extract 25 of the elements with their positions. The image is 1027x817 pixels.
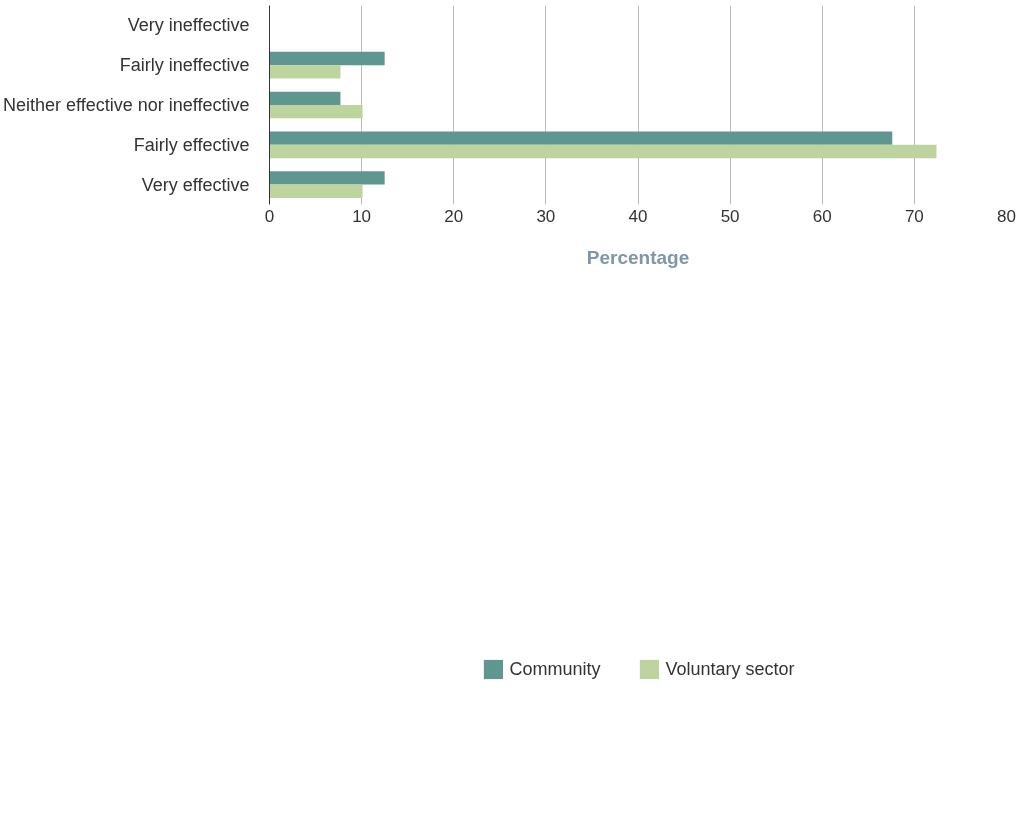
x-tick-label: 70	[904, 206, 924, 226]
bar	[269, 171, 385, 185]
y-tick-label: Very ineffective	[127, 15, 250, 36]
bar	[269, 51, 385, 66]
x-tick-label: 40	[628, 206, 648, 226]
x-tick-label: 60	[812, 206, 832, 226]
y-tick-label: Neither effective nor ineffective	[3, 95, 250, 115]
legend-label: Voluntary sector	[665, 658, 795, 680]
bar	[269, 105, 363, 119]
x-tick-label: 20	[444, 206, 464, 226]
bar	[269, 184, 363, 198]
y-tick-label: Fairly effective	[133, 134, 250, 155]
bar	[269, 91, 341, 105]
x-tick-label: 80	[997, 206, 1016, 226]
x-axis-title: Percentage	[586, 246, 690, 268]
bar	[269, 65, 341, 79]
bar	[269, 131, 893, 145]
x-tick-label: 0	[264, 206, 275, 226]
x-tick-label: 50	[720, 206, 740, 226]
legend-label: Community	[509, 658, 601, 680]
x-tick-label: 30	[536, 206, 556, 226]
y-tick-label: Fairly ineffective	[119, 55, 250, 76]
y-tick-label: Very effective	[141, 174, 250, 195]
bar	[269, 144, 937, 159]
x-tick-label: 10	[352, 206, 372, 226]
